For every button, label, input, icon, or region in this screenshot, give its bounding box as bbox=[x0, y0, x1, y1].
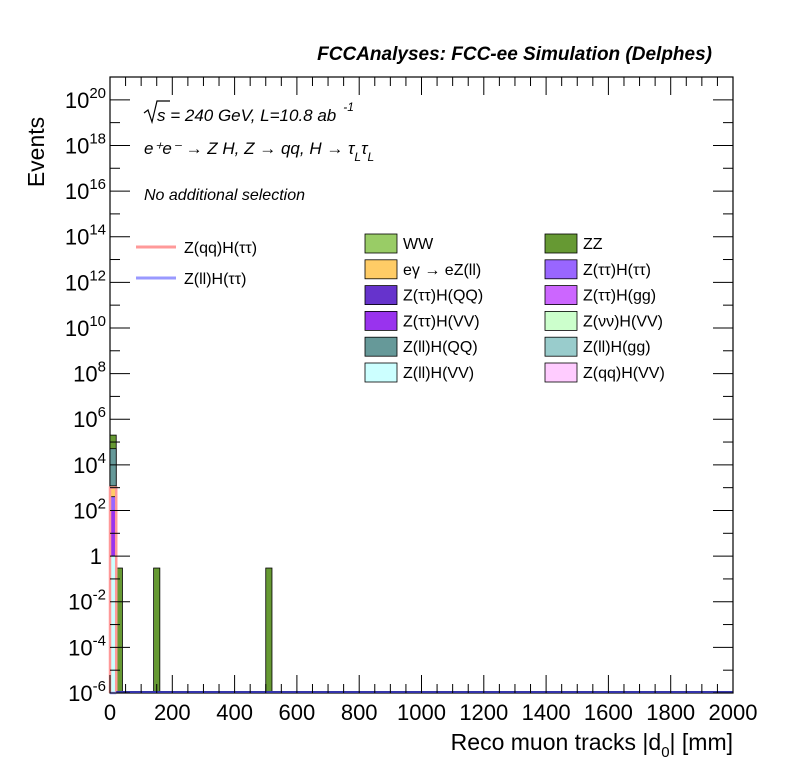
legend-swatch bbox=[364, 362, 398, 383]
legend-swatch bbox=[364, 259, 398, 280]
process-annotation: e⁺e⁻ → Z H, Z → qq, H → τLτL bbox=[144, 139, 374, 164]
bar-zz bbox=[153, 567, 161, 694]
y-tick-label: 10-2 bbox=[68, 587, 106, 615]
legend-swatch bbox=[544, 362, 578, 383]
legend-signals: Z(qq)H(ττ) Z(ll)H(ττ) bbox=[136, 240, 257, 288]
legend-label: Z(ll)H(gg) bbox=[583, 339, 651, 356]
legend-swatch bbox=[364, 310, 398, 331]
y-tick-label: 106 bbox=[73, 404, 106, 432]
legend-label: ZZ bbox=[583, 236, 603, 253]
y-axis-ticks: 10-6 10-4 10-2 1 102 104 106 108 1010 1012 1014 101… bbox=[65, 85, 733, 706]
x-axis-label-sub: 0 bbox=[661, 744, 669, 761]
energy-s: s bbox=[157, 106, 166, 125]
legend-swatch bbox=[544, 259, 578, 280]
lumi-exponent: -1 bbox=[343, 100, 354, 114]
x-axis-label-main: Reco muon tracks |d bbox=[451, 729, 662, 755]
legend-swatch bbox=[364, 285, 398, 306]
legend-label: Z(ττ)H(QQ) bbox=[403, 288, 483, 305]
x-tick-label: 2000 bbox=[709, 700, 758, 725]
process-tau2-sub: L bbox=[367, 150, 374, 164]
legend-signal-label: Z(ll)H(ττ) bbox=[184, 271, 246, 288]
x-axis-label-tail: | [mm] bbox=[670, 729, 733, 755]
svg-text:s = 240 GeV, L=10.8 ab-1: s = 240 GeV, L=10.8 ab -1 bbox=[157, 100, 354, 125]
y-tick-label: 1 bbox=[90, 544, 102, 569]
sqrt-symbol bbox=[143, 100, 170, 125]
x-tick-label: 1000 bbox=[397, 700, 446, 725]
y-tick-label: 10-4 bbox=[68, 632, 106, 660]
x-axis-label: Reco muon tracks |d0| [mm] bbox=[451, 729, 733, 761]
y-tick-label: 1014 bbox=[65, 222, 106, 250]
legend-label: Z(qq)H(VV) bbox=[583, 365, 665, 382]
legend-label: Z(νν)H(VV) bbox=[583, 313, 663, 330]
legend-backgrounds: WW ZZ eγ → eZ(ll) Z(ττ)H(ττ) Z(ττ)H(QQ) Z(ττ)… bbox=[364, 233, 665, 383]
y-tick-label: 1016 bbox=[65, 176, 106, 204]
y-tick-label: 104 bbox=[73, 450, 106, 478]
plot-frame bbox=[109, 76, 734, 694]
bars-group bbox=[109, 434, 273, 694]
svg-text:Reco muon tracks |d0| [mm]: Reco muon tracks |d0| [mm] bbox=[451, 729, 733, 761]
legend-swatch bbox=[364, 233, 398, 254]
process-tau2: τ bbox=[361, 139, 369, 158]
selection-annotation: No additional selection bbox=[144, 187, 305, 204]
x-tick-label: 1400 bbox=[522, 700, 571, 725]
y-tick-label: 102 bbox=[73, 495, 106, 523]
legend-swatch bbox=[544, 336, 578, 357]
x-tick-label: 400 bbox=[216, 700, 253, 725]
legend-label: Z(ττ)H(ττ) bbox=[583, 262, 651, 279]
x-tick-label: 0 bbox=[104, 700, 116, 725]
process-tau-sub: L bbox=[354, 150, 361, 164]
legend-swatch bbox=[544, 310, 578, 331]
y-tick-label: 10-6 bbox=[68, 678, 106, 706]
legend-swatch bbox=[544, 233, 578, 254]
x-tick-label: 800 bbox=[341, 700, 378, 725]
x-tick-label: 1600 bbox=[584, 700, 633, 725]
y-tick-label: 108 bbox=[73, 359, 106, 387]
energy-annotation: s = 240 GeV, L=10.8 ab -1 bbox=[143, 100, 354, 125]
legend-label: Z(ττ)H(gg) bbox=[583, 288, 656, 305]
x-tick-label: 1800 bbox=[646, 700, 695, 725]
x-tick-label: 200 bbox=[154, 700, 191, 725]
y-tick-label: 1020 bbox=[65, 85, 106, 113]
legend-label: Z(ll)H(VV) bbox=[403, 365, 474, 382]
process-text: e⁺e⁻ → Z H, Z → qq, H → τ bbox=[144, 139, 356, 158]
bar-zz bbox=[265, 567, 273, 694]
legend-label: WW bbox=[403, 236, 434, 253]
y-tick-label: 1018 bbox=[65, 130, 106, 158]
legend-swatch bbox=[544, 285, 578, 306]
signal-lines-group bbox=[108, 486, 733, 695]
y-tick-label: 1010 bbox=[65, 313, 106, 341]
legend-label: Z(ll)H(QQ) bbox=[403, 339, 478, 356]
legend-swatch bbox=[364, 336, 398, 357]
header-title: FCCAnalyses: FCC-ee Simulation (Delphes) bbox=[317, 44, 712, 65]
x-axis-ticks: 0 200 400 600 800 1000 1200 1400 1600 1800 2000 bbox=[104, 77, 758, 725]
legend-label: Z(ττ)H(VV) bbox=[403, 313, 480, 330]
y-tick-label: 1012 bbox=[65, 267, 106, 295]
x-tick-label: 600 bbox=[279, 700, 316, 725]
x-tick-label: 1200 bbox=[459, 700, 508, 725]
energy-text: = 240 GeV, L=10.8 ab bbox=[166, 106, 337, 125]
legend-signal-label: Z(qq)H(ττ) bbox=[184, 240, 257, 257]
legend-label: eγ → eZ(ll) bbox=[403, 262, 481, 279]
y-axis-label: Events bbox=[23, 117, 49, 187]
